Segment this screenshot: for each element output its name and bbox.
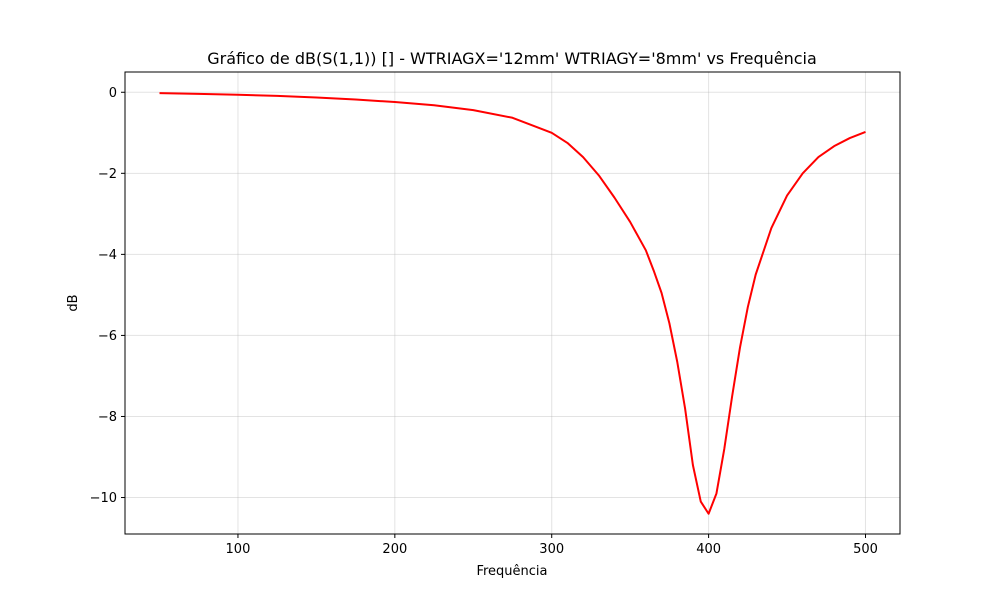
y-axis: 0 −2 −4 −6 −8 −10 xyxy=(90,86,125,506)
y-tick-label: 0 xyxy=(109,86,117,101)
y-tick-label: −4 xyxy=(98,248,117,263)
x-tick-label: 300 xyxy=(539,542,564,557)
plot-frame xyxy=(124,71,901,535)
x-tick-label: 500 xyxy=(853,542,878,557)
x-tick-label: 100 xyxy=(226,542,251,557)
y-axis-label: dB xyxy=(66,294,81,311)
x-axis-label: Frequência xyxy=(476,564,547,579)
chart-title: Gráfico de dB(S(1,1)) [] - WTRIAGX='12mm… xyxy=(207,49,817,68)
plot-series xyxy=(159,92,866,515)
x-tick-label: 400 xyxy=(696,542,721,557)
x-axis: 100 200 300 400 500 xyxy=(226,534,878,557)
y-tick-label: −6 xyxy=(98,329,117,344)
y-tick-label: −10 xyxy=(90,491,117,506)
grid-lines xyxy=(125,72,900,534)
series-line xyxy=(159,92,866,515)
y-tick-label: −2 xyxy=(98,167,117,182)
x-tick-label: 200 xyxy=(382,542,407,557)
y-tick-label: −8 xyxy=(98,410,117,425)
